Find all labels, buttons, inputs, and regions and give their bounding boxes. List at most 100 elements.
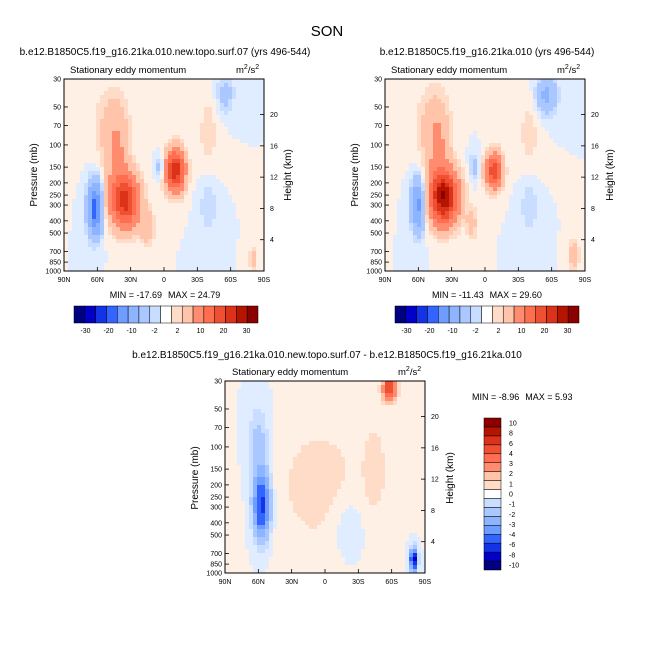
field-cell (96, 119, 101, 124)
field-cell (529, 155, 534, 160)
field-cell (389, 255, 394, 260)
field-cell (541, 163, 546, 168)
field-cell (152, 219, 157, 224)
field-cell (545, 111, 550, 116)
y-tick-label: 300 (49, 203, 61, 210)
field-cell (449, 167, 454, 172)
field-cell (569, 171, 574, 176)
field-cell (541, 119, 546, 124)
field-cell (505, 107, 510, 112)
field-cell (493, 231, 498, 236)
field-cell (457, 171, 462, 176)
field-cell (525, 179, 530, 184)
field-cell (565, 83, 570, 88)
field-cell (561, 203, 566, 208)
field-cell (124, 123, 129, 128)
field-cell (216, 207, 221, 212)
field-cell (192, 243, 197, 248)
field-cell (108, 219, 113, 224)
field-cell (140, 147, 145, 152)
field-cell (529, 79, 534, 84)
field-cell (473, 259, 478, 264)
field-cell (100, 107, 105, 112)
field-cell (545, 95, 550, 100)
field-cell (385, 119, 390, 124)
field-cell (224, 235, 229, 240)
field-cell (577, 131, 582, 136)
field-cell (521, 115, 526, 120)
field-cell (493, 263, 498, 268)
field-cell (521, 131, 526, 136)
colorbar-box (394, 305, 407, 324)
field-cell (108, 127, 113, 132)
field-cell (212, 223, 217, 228)
field-cell (112, 115, 117, 120)
field-cell (525, 243, 530, 248)
field-cell (88, 263, 93, 268)
field-cell (409, 163, 414, 168)
colorbar-label: 20 (220, 328, 228, 335)
field-cell (236, 255, 241, 260)
field-cell (425, 79, 430, 84)
field-cell (481, 259, 486, 264)
field-cell (176, 231, 181, 236)
field-cell (80, 111, 85, 116)
field-cell (565, 183, 570, 188)
field-cell (92, 195, 97, 200)
field-cell (473, 179, 478, 184)
field-cell (172, 251, 177, 256)
field-cell (405, 199, 410, 204)
field-cell (112, 123, 117, 128)
field-cell (421, 247, 426, 252)
field-cell (405, 235, 410, 240)
field-cell (417, 155, 422, 160)
field-cell (409, 223, 414, 228)
field-cell (521, 203, 526, 208)
field-cell (473, 115, 478, 120)
field-cell (220, 151, 225, 156)
field-cell (92, 87, 97, 92)
field-cell (469, 107, 474, 112)
field-cell (497, 243, 502, 248)
field-cell (112, 251, 117, 256)
field-cell (184, 115, 189, 120)
field-cell (409, 167, 414, 172)
field-cell (256, 119, 261, 124)
field-cell (124, 79, 129, 84)
field-cell (513, 215, 518, 220)
field-cell (517, 207, 522, 212)
field-cell (557, 183, 562, 188)
field-cell (232, 99, 237, 104)
field-cell (148, 111, 153, 116)
field-cell (533, 207, 538, 212)
field-cell (128, 203, 133, 208)
field-cell (116, 175, 121, 180)
field-cell (112, 139, 117, 144)
field-cell (184, 227, 189, 232)
field-cell (196, 143, 201, 148)
field-cell (509, 155, 514, 160)
colorbar-box (492, 305, 504, 324)
field-cell (517, 139, 522, 144)
field-cell (224, 191, 229, 196)
field-cell (192, 151, 197, 156)
field-cell (152, 171, 157, 176)
field-cell (76, 95, 81, 100)
field-cell (425, 227, 430, 232)
field-cell (168, 247, 173, 252)
field-cell (465, 159, 470, 164)
field-cell (529, 199, 534, 204)
field-cell (405, 103, 410, 108)
height-tick-label: 20 (270, 112, 278, 119)
field-cell (477, 159, 482, 164)
field-cell (232, 183, 237, 188)
field-cell (168, 191, 173, 196)
field-cell (72, 203, 77, 208)
field-cell (240, 87, 245, 92)
field-cell (461, 195, 466, 200)
field-cell (505, 251, 510, 256)
field-cell (481, 223, 486, 228)
field-cell (545, 231, 550, 236)
field-cell (569, 167, 574, 172)
field-cell (96, 191, 101, 196)
